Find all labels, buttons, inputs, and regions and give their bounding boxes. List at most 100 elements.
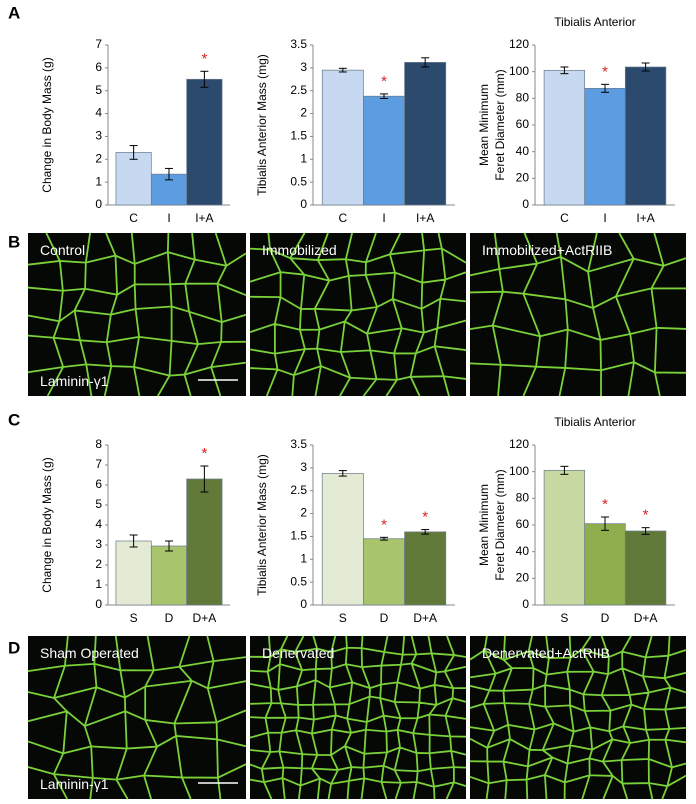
x-tick-label: I+A <box>416 211 434 225</box>
panel-label: C <box>8 410 20 429</box>
y-tick-label: 1.5 <box>290 129 307 143</box>
bar <box>363 538 405 606</box>
cell-borders <box>27 635 247 800</box>
significance-marker: * <box>422 509 428 526</box>
y-tick-label: 6 <box>95 477 102 491</box>
y-tick-label: 6 <box>95 60 102 74</box>
significance-marker: * <box>381 516 387 533</box>
bar <box>321 69 364 206</box>
y-tick-label: 20 <box>516 571 530 585</box>
y-axis-label: Feret Diameter (mm) <box>493 469 507 580</box>
y-tick-label: 1 <box>300 551 307 565</box>
y-tick-label: 8 <box>95 437 102 451</box>
micrograph: Denervated <box>249 635 467 800</box>
micrograph: Denervated+ActRIIB <box>469 635 687 800</box>
significance-marker: * <box>602 496 608 513</box>
x-tick-label: C <box>338 211 347 225</box>
y-tick-label: 2 <box>95 151 102 165</box>
error-bar <box>165 540 173 552</box>
stain-label: Laminin-γ1 <box>40 776 109 792</box>
y-tick-label: 1 <box>300 151 307 165</box>
error-bar <box>601 83 609 93</box>
y-tick-label: 3 <box>300 60 307 74</box>
significance-marker: * <box>643 507 649 524</box>
micrograph: Sham Operated Laminin-γ1 <box>27 635 247 800</box>
y-tick-label: 60 <box>516 517 530 531</box>
y-tick-label: 100 <box>509 464 529 478</box>
bar <box>404 62 447 206</box>
image-label: Denervated <box>262 645 334 661</box>
significance-marker: * <box>381 73 387 90</box>
bar <box>624 530 667 606</box>
y-tick-label: 2 <box>300 106 307 120</box>
x-tick-label: I <box>603 211 606 225</box>
y-tick-label: 0 <box>95 197 102 211</box>
y-tick-label: 3 <box>300 460 307 474</box>
error-bar <box>338 67 347 73</box>
bar <box>186 478 223 606</box>
bar <box>321 472 364 606</box>
panel-label: A <box>8 3 20 22</box>
y-tick-label: 0.5 <box>290 174 307 188</box>
cell-borders <box>469 635 687 800</box>
image-label: Immobilized+ActRIIB <box>482 242 612 258</box>
micrograph: Immobilized+ActRIIB <box>469 232 687 397</box>
x-tick-label: D <box>380 611 389 625</box>
error-bar <box>601 516 609 531</box>
x-tick-label: I+A <box>636 211 654 225</box>
stain-label: Laminin-γ1 <box>40 373 109 389</box>
y-tick-label: 20 <box>516 171 530 185</box>
cell-borders <box>249 232 467 397</box>
y-axis-label: Tibialis Anterior Mass (mg) <box>255 454 269 596</box>
y-tick-label: 80 <box>516 91 530 105</box>
panel-label: D <box>8 638 20 657</box>
y-tick-label: 1 <box>95 577 102 591</box>
x-tick-label: I+A <box>195 211 213 225</box>
y-tick-label: 60 <box>516 117 530 131</box>
significance-marker: * <box>602 63 608 80</box>
x-tick-label: C <box>560 211 569 225</box>
error-bar <box>560 465 569 475</box>
y-tick-label: 0 <box>522 597 529 611</box>
y-axis-label: Change in Body Mass (g) <box>40 457 54 592</box>
error-bar <box>200 70 209 88</box>
image-label: Immobilized <box>262 242 337 258</box>
y-tick-label: 7 <box>95 457 102 471</box>
error-bar <box>129 145 138 160</box>
bar <box>404 531 447 606</box>
error-bar <box>338 470 347 477</box>
bar <box>543 69 586 206</box>
x-tick-label: S <box>560 611 568 625</box>
y-tick-label: 120 <box>509 37 529 51</box>
cell-borders <box>27 232 247 397</box>
x-tick-label: D+A <box>413 611 437 625</box>
y-axis-label: Feret Diameter (mm) <box>493 69 507 180</box>
bar <box>543 469 586 606</box>
y-tick-label: 40 <box>516 144 530 158</box>
significance-marker: * <box>201 50 207 67</box>
error-bar <box>165 167 173 181</box>
y-axis-label: Tibialis Anterior Mass (mg) <box>255 54 269 196</box>
bar <box>115 152 152 206</box>
chart-title: Tibialis Anterior <box>554 415 636 429</box>
error-bar <box>421 529 430 535</box>
y-tick-label: 5 <box>95 497 102 511</box>
y-tick-label: 3 <box>95 537 102 551</box>
x-tick-label: C <box>129 211 138 225</box>
y-tick-label: 4 <box>95 106 102 120</box>
image-label: Control <box>40 242 85 258</box>
micrograph: Control Laminin-γ1 <box>27 232 247 397</box>
y-tick-label: 1.5 <box>290 529 307 543</box>
y-tick-label: 100 <box>509 64 529 78</box>
error-bar <box>380 93 388 99</box>
bar <box>584 87 626 206</box>
x-tick-label: D+A <box>193 611 217 625</box>
error-bar <box>129 534 138 548</box>
y-tick-label: 40 <box>516 544 530 558</box>
x-tick-label: S <box>339 611 347 625</box>
panel-label: B <box>8 232 20 251</box>
bar <box>584 523 626 606</box>
error-bar <box>560 66 569 75</box>
y-tick-label: 120 <box>509 437 529 451</box>
micrograph: Immobilized <box>249 232 467 397</box>
